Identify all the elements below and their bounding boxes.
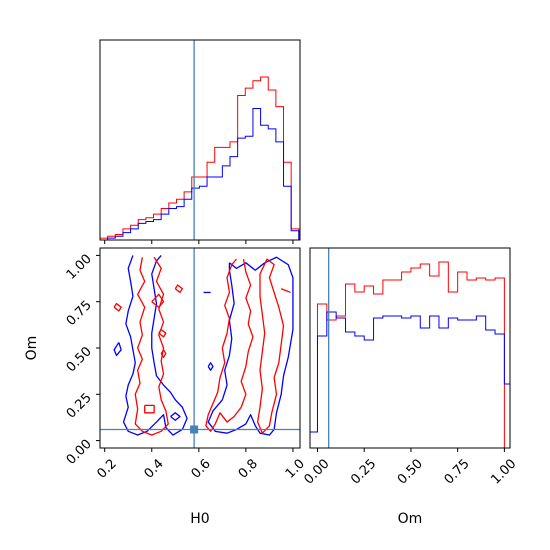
contour-line-14 [144, 404, 155, 414]
contour-line-3 [170, 412, 181, 421]
contour-line-13 [160, 349, 167, 358]
y-tick-label: 0.25 [64, 391, 95, 422]
x-tick-label: 0.2 [95, 456, 120, 481]
hist-h0-frame [99, 39, 301, 241]
contour-line-11 [151, 293, 165, 308]
x-tick-label: 0.00 [301, 456, 332, 487]
x-tick-label: 0.50 [395, 456, 426, 487]
truth-marker [190, 425, 199, 434]
hist-h0-plot-area [100, 40, 300, 240]
contour-line-15 [158, 328, 167, 338]
hist-h0-series-0-histogram [100, 76, 300, 240]
contour-line-10 [113, 302, 122, 312]
x-tick-label: 0.8 [236, 456, 261, 481]
x-tick-label: 0.4 [142, 456, 167, 481]
contour-h0-om-y-axis-label: Om [24, 336, 40, 361]
contour-line-8 [257, 258, 285, 434]
contour-line-4 [207, 362, 214, 371]
hist-h0-series-1-histogram [100, 108, 300, 240]
hist-om-frame [309, 247, 511, 449]
contour-line-0 [122, 254, 188, 436]
hist-om-x-axis-label: Om [398, 511, 423, 527]
contour-h0-om-x-axis-label: H0 [190, 511, 209, 527]
hist-om-plot-area [310, 248, 510, 448]
hist-h0-panel [99, 39, 301, 244]
hist-om-series-0-histogram [310, 261, 510, 448]
contour-line-9 [280, 288, 291, 294]
y-tick-label: 1.00 [64, 252, 95, 283]
contour-h0-om-plot-area [100, 248, 300, 448]
hist-om-panel: 0.00 0.25 0.50 0.75 1.00 Om [301, 247, 519, 527]
contour-line-1 [207, 256, 294, 436]
x-tick-label: 0.25 [348, 456, 379, 487]
y-tick-label: 0.00 [64, 437, 95, 468]
hist-om-series-1-histogram [310, 311, 510, 448]
y-tick-label: 0.75 [64, 298, 95, 329]
x-tick-label: 0.6 [189, 456, 214, 481]
contour-line-7 [205, 258, 254, 432]
y-tick-label: 0.50 [64, 344, 95, 375]
contour-line-12 [174, 284, 183, 294]
contour-line-6 [134, 256, 169, 436]
contour-line-2 [113, 342, 122, 357]
x-tick-label: 1.00 [488, 456, 519, 487]
x-tick-label: 0.75 [442, 456, 473, 487]
